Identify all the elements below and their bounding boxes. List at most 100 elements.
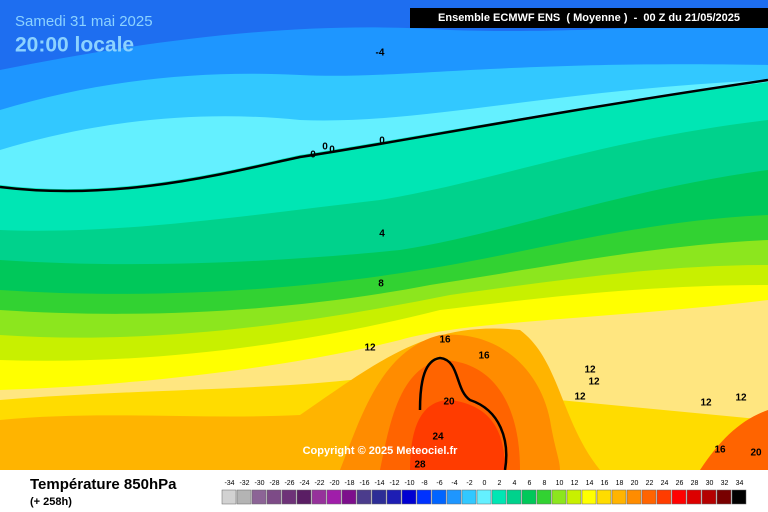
legend-label: -24 (299, 480, 309, 487)
legend-label: -16 (359, 480, 369, 487)
legend-swatch (566, 489, 582, 505)
contour-label: 0 (379, 136, 385, 147)
legend-swatch (521, 489, 537, 505)
temperature-field (0, 0, 768, 471)
legend-swatch (251, 489, 267, 505)
legend-swatch (686, 489, 702, 505)
legend-label: 4 (513, 480, 517, 487)
legend-label: -12 (389, 480, 399, 487)
legend-label: 12 (571, 480, 579, 487)
legend-swatch (446, 489, 462, 505)
legend-swatch (716, 489, 732, 505)
legend-swatch (416, 489, 432, 505)
legend-swatch (431, 489, 447, 505)
legend-swatch (581, 489, 597, 505)
band (700, 410, 768, 470)
legend-label: 28 (691, 480, 699, 487)
contour-label: 20 (443, 397, 455, 408)
band (410, 400, 505, 470)
contour-label: 20 (750, 448, 762, 459)
legend-label: 20 (631, 480, 639, 487)
contour-label: 16 (439, 335, 451, 346)
legend-swatch (626, 489, 642, 505)
legend-label: -8 (421, 480, 427, 487)
legend-label: 10 (556, 480, 564, 487)
legend-label: 26 (676, 480, 684, 487)
contour-label: 0 (310, 150, 316, 161)
contour-label: 12 (735, 393, 747, 404)
legend-label: 22 (646, 480, 654, 487)
contour-label: 4 (379, 229, 385, 240)
zero-isotherm (0, 78, 768, 193)
contour-label: 28 (414, 460, 426, 471)
legend-swatch (281, 489, 297, 505)
local-time: 20:00 locale (15, 34, 134, 57)
contour-label: 16 (714, 445, 726, 456)
contour-label: 12 (584, 365, 596, 376)
legend-label: -14 (374, 480, 384, 487)
legend-swatch (236, 489, 252, 505)
legend-label: -2 (466, 480, 472, 487)
legend-swatch (461, 489, 477, 505)
legend-swatch (266, 489, 282, 505)
legend-swatch (491, 489, 507, 505)
contour-label: 12 (588, 377, 600, 388)
legend-swatch (701, 489, 717, 505)
legend-label: -30 (254, 480, 264, 487)
legend-swatch (371, 489, 387, 505)
copyright: Copyright © 2025 Meteociel.fr (303, 445, 459, 457)
contour-label: 12 (364, 343, 376, 354)
legend-label: 16 (601, 480, 609, 487)
legend-swatch (506, 489, 522, 505)
legend-swatch (326, 489, 342, 505)
legend-swatch (401, 489, 417, 505)
legend-swatch (296, 489, 312, 505)
legend-swatch (386, 489, 402, 505)
legend-swatch (341, 489, 357, 505)
legend-label: 34 (736, 480, 744, 487)
legend-swatch (611, 489, 627, 505)
field-title: Température 850hPa (30, 476, 177, 493)
legend-label: 32 (721, 480, 729, 487)
twenty-isotherm (418, 356, 508, 471)
legend-swatch (221, 489, 237, 505)
legend-swatch (476, 489, 492, 505)
legend-label: 6 (528, 480, 532, 487)
legend-label: 0 (483, 480, 487, 487)
contour-label: 0 (322, 142, 328, 153)
contour-label: 16 (478, 351, 490, 362)
legend-label: 24 (661, 480, 669, 487)
legend-label: 8 (543, 480, 547, 487)
legend-label: 14 (586, 480, 594, 487)
legend-label: -32 (239, 480, 249, 487)
contour-label: 0 (329, 145, 335, 156)
legend-swatch (536, 489, 552, 505)
legend-swatch (311, 489, 327, 505)
legend-label: 30 (706, 480, 714, 487)
legend: -34 -32 -30 -28 -26 -24 -22 -20 -18 -16 -14 -12 -10-… (221, 480, 747, 505)
legend-label: -18 (344, 480, 354, 487)
date: Samedi 31 mai 2025 (15, 13, 153, 30)
legend-label: 2 (498, 480, 502, 487)
legend-swatch (731, 489, 747, 505)
legend-label: -28 (269, 480, 279, 487)
legend-label: -34 (224, 480, 234, 487)
contour-label: 12 (574, 392, 586, 403)
legend-swatch (641, 489, 657, 505)
lead-time: (+ 258h) (30, 496, 72, 508)
legend-label: -10 (404, 480, 414, 487)
legend-swatch (656, 489, 672, 505)
legend-label: -20 (329, 480, 339, 487)
contour-label: 24 (432, 432, 444, 443)
legend-label: -26 (284, 480, 294, 487)
legend-label: -4 (451, 480, 457, 487)
legend-swatch (671, 489, 687, 505)
legend-swatch (596, 489, 612, 505)
legend-label: -22 (314, 480, 324, 487)
model-info: Ensemble ECMWF ENS ( Moyenne ) - 00 Z du… (438, 12, 740, 24)
header-box (410, 8, 768, 28)
contour-label: -4 (376, 48, 385, 59)
